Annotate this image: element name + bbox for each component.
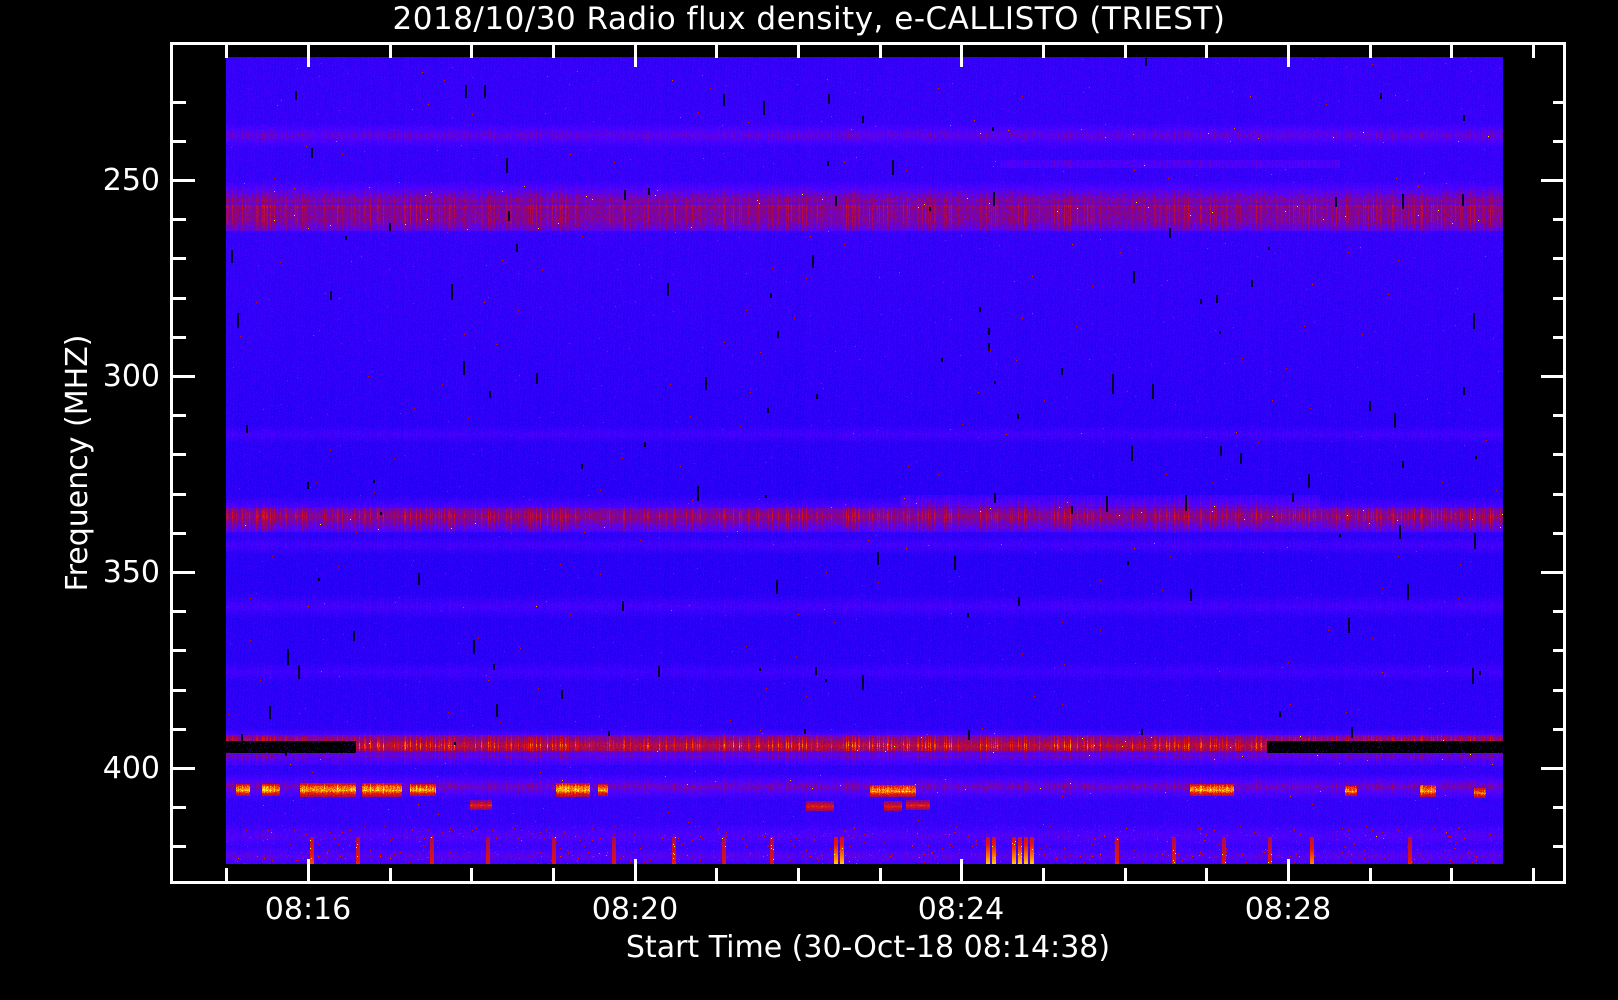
x-tick-18-minor <box>470 868 474 881</box>
y-tick-260-minor <box>173 218 186 222</box>
x-tick-label-0824: 08:24 <box>917 892 1005 927</box>
x-tick-top-25-minor <box>1042 45 1045 58</box>
y-tick-250-major <box>173 179 195 182</box>
y-tick-right-330-minor <box>1553 492 1566 496</box>
figure-title: 2018/10/30 Radio flux density, e-CALLIST… <box>392 1 1226 37</box>
x-tick-23-minor <box>878 868 882 881</box>
y-tick-right-250-major <box>1541 179 1563 182</box>
y-tick-right-410-minor <box>1553 806 1566 810</box>
spectrogram-data-area <box>226 57 1503 864</box>
y-tick-right-270-minor <box>1553 257 1566 261</box>
y-tick-right-240-minor <box>1553 139 1566 143</box>
x-tick-top-21-minor <box>715 45 719 58</box>
x-tick-top-22-minor <box>797 45 800 58</box>
x-axis-title: Start Time (30-Oct-18 08:14:38) <box>625 930 1111 965</box>
y-tick-right-310-minor <box>1553 414 1566 418</box>
x-tick-top-18-minor <box>470 45 474 58</box>
y-tick-370-minor <box>173 649 186 653</box>
y-tick-right-390-minor <box>1553 727 1566 731</box>
y-tick-right-290-minor <box>1553 335 1566 339</box>
y-tick-410-minor <box>173 806 186 810</box>
x-tick-top-29-minor <box>1368 45 1372 58</box>
x-tick-27-minor <box>1205 868 1209 881</box>
x-tick-20-major <box>633 859 637 881</box>
x-tick-label-0820: 08:20 <box>591 892 679 927</box>
y-tick-right-320-minor <box>1553 453 1566 457</box>
x-tick-top-16-major <box>307 45 310 67</box>
x-tick-15-minor <box>225 868 229 881</box>
y-tick-label-400: 400 <box>102 751 160 786</box>
x-tick-top-27-minor <box>1205 45 1209 58</box>
y-tick-label-250: 250 <box>102 163 160 198</box>
x-tick-30-minor <box>1450 868 1454 881</box>
y-tick-360-minor <box>173 610 186 614</box>
y-tick-350-major <box>173 571 195 574</box>
y-tick-right-420-minor <box>1553 845 1566 849</box>
y-tick-330-minor <box>173 492 186 496</box>
x-tick-top-23-minor <box>878 45 882 58</box>
y-tick-380-minor <box>173 688 186 692</box>
y-tick-400-major <box>173 767 195 770</box>
x-tick-top-31-minor <box>1532 45 1535 58</box>
x-tick-top-20-major <box>633 45 637 67</box>
y-tick-right-230-minor <box>1553 100 1566 104</box>
y-tick-right-380-minor <box>1553 688 1566 692</box>
spectrogram-canvas <box>226 57 1503 864</box>
y-tick-label-300: 300 <box>102 359 160 394</box>
x-tick-24-major <box>960 859 964 881</box>
x-tick-top-24-major <box>960 45 964 67</box>
x-tick-label-0816: 08:16 <box>264 892 352 927</box>
y-tick-230-minor <box>173 100 186 104</box>
x-tick-top-30-minor <box>1450 45 1454 58</box>
y-tick-280-minor <box>173 296 186 300</box>
y-tick-right-360-minor <box>1553 610 1566 614</box>
x-tick-31-minor <box>1532 868 1535 881</box>
y-tick-label-350: 350 <box>102 555 160 590</box>
x-tick-29-minor <box>1368 868 1372 881</box>
y-tick-340-minor <box>173 531 186 535</box>
x-tick-top-28-major <box>1287 45 1290 67</box>
y-tick-right-400-major <box>1541 767 1563 770</box>
y-tick-right-280-minor <box>1553 296 1566 300</box>
x-tick-label-0828: 08:28 <box>1244 892 1332 927</box>
y-tick-420-minor <box>173 845 186 849</box>
y-tick-right-350-major <box>1541 571 1563 574</box>
y-axis-title: Frequency (MHZ) <box>60 334 95 592</box>
x-tick-top-26-minor <box>1123 45 1127 58</box>
x-tick-top-15-minor <box>225 45 229 58</box>
y-tick-390-minor <box>173 727 186 731</box>
x-tick-26-minor <box>1123 868 1127 881</box>
y-tick-right-340-minor <box>1553 531 1566 535</box>
x-tick-21-minor <box>715 868 719 881</box>
y-tick-right-260-minor <box>1553 218 1566 222</box>
x-tick-25-minor <box>1042 868 1045 881</box>
y-tick-310-minor <box>173 414 186 418</box>
y-tick-320-minor <box>173 453 186 457</box>
x-tick-19-minor <box>552 868 555 881</box>
y-tick-300-major <box>173 375 195 378</box>
x-tick-28-major <box>1287 859 1290 881</box>
x-tick-top-19-minor <box>552 45 555 58</box>
y-tick-290-minor <box>173 335 186 339</box>
y-tick-270-minor <box>173 257 186 261</box>
x-tick-top-17-minor <box>388 45 392 58</box>
y-tick-240-minor <box>173 139 186 143</box>
y-tick-right-370-minor <box>1553 649 1566 653</box>
x-tick-16-major <box>307 859 310 881</box>
y-tick-right-300-major <box>1541 375 1563 378</box>
x-tick-22-minor <box>797 868 800 881</box>
x-tick-17-minor <box>388 868 392 881</box>
